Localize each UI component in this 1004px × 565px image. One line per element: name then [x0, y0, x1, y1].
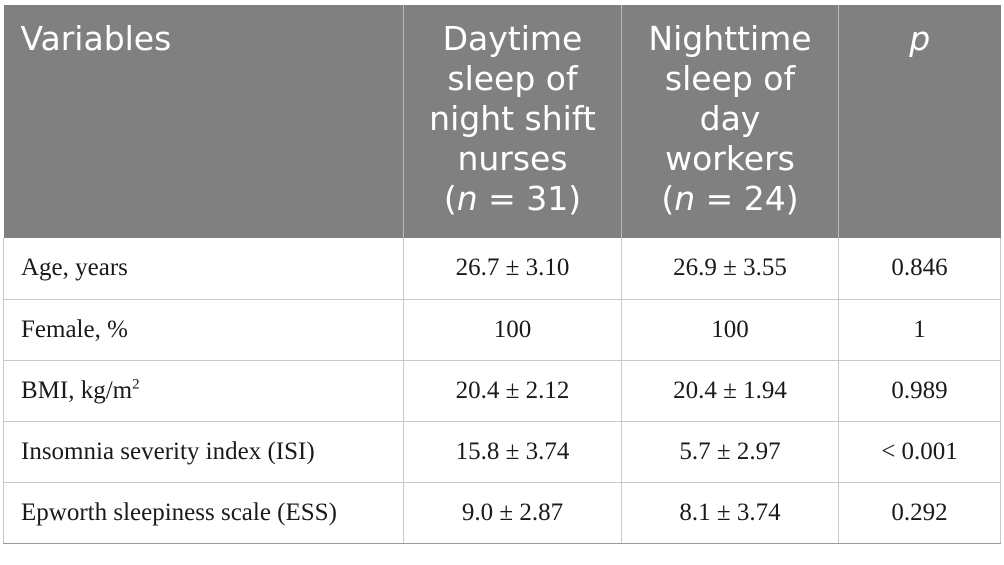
- cell-daytime: 26.7 ± 3.10: [403, 238, 622, 300]
- table-body: Age, years 26.7 ± 3.10 26.9 ± 3.55 0.846…: [3, 238, 1001, 544]
- header-line: nurses: [457, 139, 568, 178]
- header-daytime-sleep: Daytime sleep of night shift nurses (n =…: [403, 5, 622, 238]
- cell-daytime: 15.8 ± 3.74: [403, 421, 622, 483]
- cell-daytime: 20.4 ± 2.12: [403, 360, 622, 422]
- cell-p: 1: [838, 299, 1001, 361]
- table-row: Insomnia severity index (ISI) 15.8 ± 3.7…: [3, 421, 1001, 483]
- variable-label: Female, %: [21, 315, 128, 343]
- cell-nighttime: 5.7 ± 2.97: [621, 421, 839, 483]
- cell-variable: Insomnia severity index (ISI): [3, 421, 404, 483]
- cell-variable: BMI, kg/m2: [3, 360, 404, 422]
- table-row: BMI, kg/m2 20.4 ± 2.12 20.4 ± 1.94 0.989: [3, 360, 1001, 422]
- table-row: Female, % 100 100 1: [3, 299, 1001, 361]
- cell-daytime: 9.0 ± 2.87: [403, 482, 622, 544]
- table-header: Variables Daytime sleep of night shift n…: [3, 5, 1001, 238]
- cell-variable: Epworth sleepiness scale (ESS): [3, 482, 404, 544]
- header-line: Nighttime: [648, 19, 812, 58]
- paren: (: [443, 179, 457, 218]
- header-line: sleep of: [447, 59, 578, 98]
- table-row: Age, years 26.7 ± 3.10 26.9 ± 3.55 0.846: [3, 238, 1001, 300]
- header-variables: Variables: [3, 5, 404, 238]
- cell-nighttime: 20.4 ± 1.94: [621, 360, 839, 422]
- header-p-value: p: [838, 5, 1001, 238]
- superscript: 2: [132, 376, 140, 393]
- header-line: night shift: [429, 99, 596, 138]
- cell-p: 0.846: [838, 238, 1001, 300]
- cell-p: 0.989: [838, 360, 1001, 422]
- header-sample-size: (n = 31): [418, 179, 607, 219]
- header-line: day: [699, 99, 761, 138]
- variable-label: Age, years: [21, 254, 128, 282]
- cell-daytime: 100: [403, 299, 622, 361]
- header-sample-size: (n = 24): [636, 179, 824, 219]
- cell-nighttime: 8.1 ± 3.74: [621, 482, 839, 544]
- n-symbol: n: [674, 179, 696, 218]
- cell-variable: Female, %: [3, 299, 404, 361]
- variable-label: Insomnia severity index (ISI): [21, 437, 315, 465]
- cell-nighttime: 26.9 ± 3.55: [621, 238, 839, 300]
- n-symbol: n: [456, 179, 478, 218]
- header-line: sleep of: [664, 59, 796, 98]
- header-line: Daytime: [442, 19, 583, 58]
- header-nighttime-sleep: Nighttime sleep of day workers (n = 24): [621, 5, 839, 238]
- characteristics-table: Variables Daytime sleep of night shift n…: [3, 5, 1001, 544]
- cell-p: 0.292: [838, 482, 1001, 544]
- n-value: = 31): [477, 179, 582, 218]
- cell-nighttime: 100: [621, 299, 839, 361]
- paren: (: [661, 179, 675, 218]
- n-value: = 24): [695, 179, 799, 218]
- variable-label: BMI, kg/m: [21, 376, 133, 404]
- cell-p: < 0.001: [838, 421, 1001, 483]
- variable-label: Epworth sleepiness scale (ESS): [21, 498, 337, 526]
- cell-variable: Age, years: [3, 238, 404, 300]
- table-row: Epworth sleepiness scale (ESS) 9.0 ± 2.8…: [3, 482, 1001, 544]
- header-line: workers: [665, 139, 795, 178]
